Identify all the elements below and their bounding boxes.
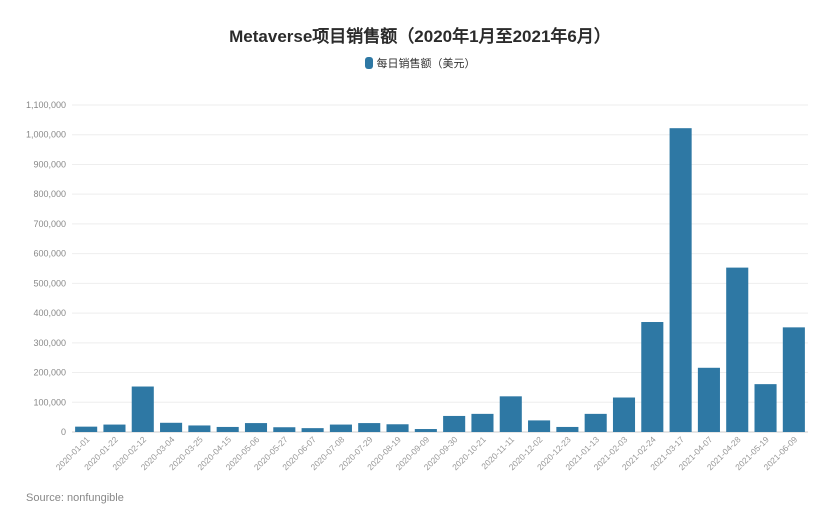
bar — [556, 426, 579, 432]
y-tick-label: 100,000 — [33, 397, 66, 407]
bar — [641, 322, 664, 432]
bar — [131, 386, 154, 432]
bar — [669, 128, 692, 433]
bar — [697, 367, 720, 432]
y-tick-label: 500,000 — [33, 278, 66, 288]
bar — [584, 413, 607, 432]
bar — [244, 423, 268, 432]
bar — [754, 384, 777, 432]
y-tick-label: 1,000,000 — [26, 130, 66, 140]
bar — [216, 426, 239, 432]
bar — [188, 425, 211, 432]
bar — [499, 396, 522, 432]
bar — [160, 422, 183, 432]
y-tick-label: 200,000 — [33, 368, 66, 378]
y-tick-label: 900,000 — [33, 159, 66, 169]
y-tick-label: 0 — [61, 427, 66, 437]
bar — [386, 424, 409, 432]
y-tick-label: 300,000 — [33, 338, 66, 348]
y-tick-label: 800,000 — [33, 189, 66, 199]
bar — [443, 415, 466, 432]
chart-title: Metaverse项目销售额（2020年1月至2021年6月） — [229, 27, 611, 46]
bar — [414, 429, 437, 432]
bar — [528, 420, 551, 432]
bar — [75, 426, 98, 432]
bar — [471, 413, 494, 432]
bar — [329, 424, 352, 432]
y-tick-label: 400,000 — [33, 308, 66, 318]
bar — [301, 428, 324, 432]
legend-label: 每日销售额（美元） — [376, 58, 476, 70]
chart-legend: 每日销售额（美元） — [0, 55, 840, 71]
bar — [103, 424, 126, 432]
y-tick-label: 600,000 — [33, 249, 66, 259]
source-note: Source: nonfungible — [26, 492, 124, 504]
bar — [273, 427, 296, 432]
bar — [726, 267, 749, 432]
legend-swatch — [364, 57, 373, 69]
y-tick-label: 1,100,000 — [26, 100, 66, 110]
bar — [782, 327, 805, 432]
y-tick-label: 700,000 — [33, 219, 66, 229]
bar — [612, 397, 636, 432]
bar — [358, 423, 381, 432]
